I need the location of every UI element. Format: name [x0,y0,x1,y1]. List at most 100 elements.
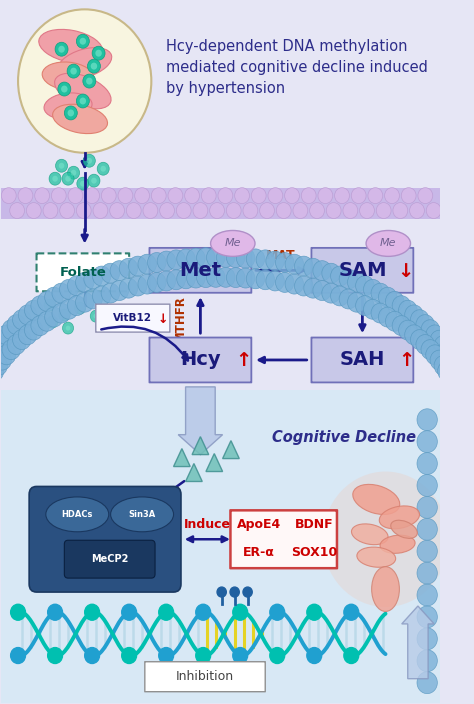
Circle shape [159,604,173,620]
Circle shape [84,269,102,289]
Circle shape [65,176,71,182]
Circle shape [151,188,166,203]
Circle shape [80,38,86,45]
Ellipse shape [55,73,111,109]
Circle shape [256,270,274,290]
Circle shape [405,325,423,345]
Circle shape [160,203,174,218]
Circle shape [12,329,31,350]
FancyBboxPatch shape [311,337,413,382]
FancyBboxPatch shape [29,486,181,592]
Ellipse shape [379,506,419,529]
Circle shape [55,159,68,172]
Circle shape [91,177,97,184]
Circle shape [385,311,404,332]
Circle shape [109,203,125,218]
Circle shape [157,271,176,291]
Circle shape [318,188,333,203]
Circle shape [438,361,456,381]
Polygon shape [206,453,223,472]
Circle shape [75,292,94,312]
Text: ↓: ↓ [157,313,168,326]
Circle shape [71,170,76,176]
Circle shape [68,166,80,180]
Ellipse shape [366,230,410,256]
Circle shape [68,188,83,203]
Circle shape [12,310,31,329]
Circle shape [95,50,102,56]
Ellipse shape [353,484,400,515]
Ellipse shape [110,497,173,532]
Ellipse shape [210,230,255,256]
Circle shape [385,291,404,311]
Circle shape [301,188,316,203]
Circle shape [58,82,71,96]
Circle shape [399,320,417,340]
Text: Hcy-dependent DNA methylation
mediated cognitive decline induced
by hypertension: Hcy-dependent DNA methylation mediated c… [166,39,428,96]
Circle shape [110,281,128,301]
Circle shape [246,249,265,269]
Circle shape [233,604,247,620]
Text: Met: Met [179,260,221,279]
Circle shape [339,289,358,309]
Circle shape [384,188,400,203]
Bar [1,390,440,703]
Circle shape [0,345,16,365]
Text: ApoE4: ApoE4 [237,518,281,531]
Circle shape [55,42,68,56]
Circle shape [177,249,195,269]
Circle shape [313,260,331,281]
Circle shape [35,188,49,203]
Circle shape [67,64,80,78]
Text: MeCP2: MeCP2 [91,554,128,564]
Circle shape [25,300,43,320]
Circle shape [285,274,303,294]
Circle shape [356,276,374,296]
Circle shape [0,356,8,375]
FancyBboxPatch shape [36,253,129,291]
Circle shape [138,254,156,274]
Circle shape [27,203,41,218]
Circle shape [430,350,448,370]
Circle shape [416,334,434,355]
Ellipse shape [58,48,112,79]
Ellipse shape [44,93,92,119]
Circle shape [227,268,245,287]
Circle shape [417,584,438,606]
Ellipse shape [39,30,103,63]
Circle shape [37,291,56,311]
Circle shape [63,322,73,334]
Circle shape [197,248,215,268]
Circle shape [168,188,183,203]
Circle shape [185,188,200,203]
Circle shape [101,188,116,203]
Circle shape [196,604,210,620]
Ellipse shape [357,547,396,567]
Circle shape [196,648,210,663]
Circle shape [85,188,100,203]
Text: Sin3A: Sin3A [128,510,156,519]
Circle shape [159,648,173,663]
Text: Induce: Induce [183,518,230,531]
Circle shape [90,310,101,322]
Circle shape [0,361,4,381]
Circle shape [217,247,235,268]
Text: Cognitive Decline: Cognitive Decline [272,430,416,445]
FancyBboxPatch shape [64,540,155,578]
Circle shape [119,258,138,278]
Circle shape [401,188,416,203]
Circle shape [237,249,255,268]
Circle shape [197,268,215,287]
Circle shape [364,299,382,319]
Circle shape [313,281,331,301]
Circle shape [67,296,86,315]
Circle shape [351,188,366,203]
Circle shape [76,203,91,218]
Text: HDACs: HDACs [62,510,93,519]
Circle shape [266,271,284,291]
Text: MAT: MAT [266,249,296,262]
Circle shape [92,286,111,306]
Circle shape [418,188,433,203]
Circle shape [410,310,429,329]
Circle shape [371,283,390,303]
